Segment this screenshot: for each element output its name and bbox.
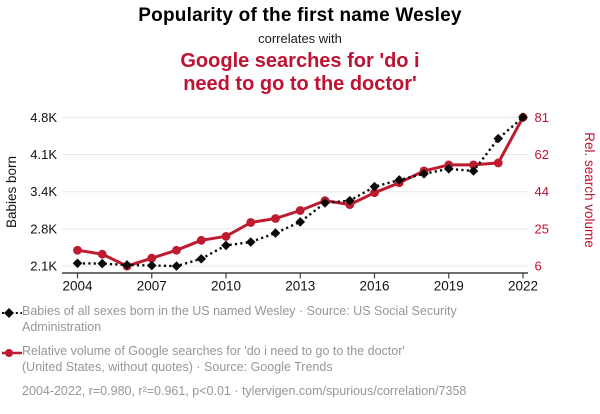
data-point-searches bbox=[493, 158, 503, 168]
data-point-searches bbox=[370, 188, 379, 198]
y-axis-left-tick-label: 4.8K bbox=[30, 110, 57, 125]
data-point-wesley bbox=[72, 258, 83, 269]
data-point-wesley bbox=[122, 260, 132, 270]
data-point-searches bbox=[147, 253, 157, 263]
data-point-searches bbox=[271, 214, 280, 223]
data-point-wesley bbox=[221, 240, 231, 251]
x-axis-tick-label: 2013 bbox=[285, 279, 315, 294]
data-point-searches bbox=[172, 245, 181, 255]
y-axis-right-title: Rel. search volume bbox=[582, 132, 597, 248]
x-axis-tick-label: 2016 bbox=[359, 279, 389, 294]
x-axis-tick-label: 2019 bbox=[434, 279, 464, 294]
x-axis-tick-label: 2010 bbox=[211, 279, 241, 294]
y-axis-right-tick-label: 6 bbox=[535, 259, 542, 274]
data-point-wesley bbox=[320, 198, 330, 208]
data-point-wesley bbox=[493, 133, 504, 144]
chart-title-connector: correlates with bbox=[258, 31, 342, 46]
x-axis-tick-label: 2007 bbox=[137, 279, 167, 294]
data-point-wesley bbox=[171, 261, 182, 271]
y-axis-left-tick-label: 3.4K bbox=[30, 184, 57, 199]
y-axis-left-tick-label: 2.1K bbox=[30, 259, 57, 274]
y-axis-right-tick-label: 62 bbox=[535, 147, 549, 162]
x-axis-tick-label: 2004 bbox=[62, 279, 93, 294]
data-point-wesley bbox=[468, 166, 479, 176]
chart-title-primary: Popularity of the first name Wesley bbox=[138, 5, 462, 26]
data-point-searches bbox=[97, 249, 107, 259]
data-point-wesley bbox=[270, 228, 281, 238]
x-axis-tick-label: 2022 bbox=[508, 279, 538, 294]
data-point-wesley bbox=[443, 163, 454, 174]
data-point-wesley bbox=[146, 260, 157, 271]
data-point-wesley bbox=[196, 254, 207, 264]
legend-item-wesley: Babies of all sexes born in the US named… bbox=[22, 304, 457, 334]
data-point-wesley bbox=[394, 175, 405, 185]
data-point-wesley bbox=[245, 237, 256, 247]
data-point-wesley bbox=[344, 195, 355, 206]
y-axis-right-tick-label: 25 bbox=[535, 221, 549, 236]
y-axis-left-tick-label: 2.8K bbox=[30, 221, 57, 236]
wesley-series-marker-icon bbox=[2, 308, 22, 318]
searches-series-marker-icon bbox=[2, 349, 22, 357]
data-point-searches bbox=[246, 218, 256, 227]
y-axis-left-title: Babies born bbox=[4, 156, 19, 228]
legend-item-searches: Relative volume of Google searches for '… bbox=[22, 344, 405, 374]
data-point-searches bbox=[196, 235, 206, 245]
data-point-wesley bbox=[518, 112, 528, 123]
y-axis-right-tick-label: 44 bbox=[535, 184, 549, 199]
data-point-wesley bbox=[97, 258, 108, 269]
y-axis-left-tick-label: 4.1K bbox=[30, 147, 57, 162]
data-point-wesley bbox=[295, 217, 306, 227]
data-point-searches bbox=[295, 206, 305, 215]
data-point-wesley bbox=[369, 181, 380, 192]
data-point-searches bbox=[73, 245, 82, 255]
data-point-wesley bbox=[419, 168, 429, 179]
chart-title-secondary: Google searches for 'do i need to go to … bbox=[180, 50, 420, 95]
y-axis-right-tick-label: 81 bbox=[535, 110, 549, 125]
stats-footnote: 2004-2022, r=0.980, r²=0.961, p<0.01 · t… bbox=[22, 384, 467, 398]
data-point-searches bbox=[221, 231, 231, 241]
